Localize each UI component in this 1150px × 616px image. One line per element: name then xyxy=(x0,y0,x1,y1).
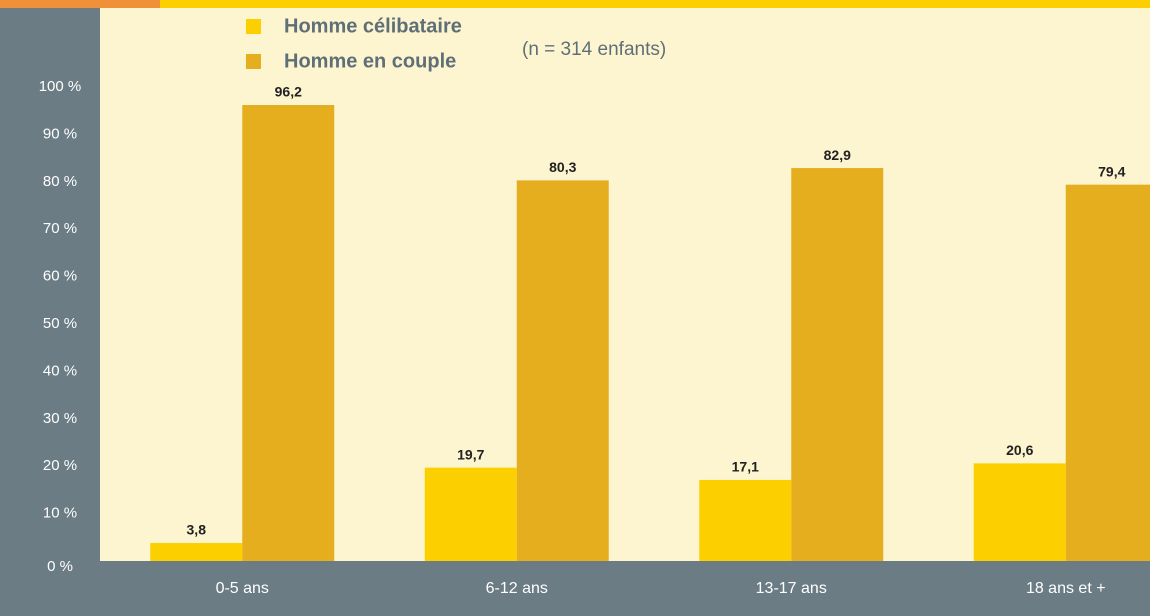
y-tick-label: 100 % xyxy=(39,78,82,95)
y-tick-label: 40 % xyxy=(43,362,77,379)
bottom-panel xyxy=(0,561,1150,616)
x-tick-label: 18 ans et + xyxy=(1026,580,1106,597)
legend-label: Homme célibataire xyxy=(284,15,462,37)
value-label: 79,4 xyxy=(1098,163,1125,179)
y-tick-label: 30 % xyxy=(43,410,77,427)
left-panel xyxy=(0,0,100,616)
value-label: 3,8 xyxy=(187,522,207,538)
value-label: 19,7 xyxy=(457,446,484,462)
top-strip-orange xyxy=(0,0,160,8)
bar xyxy=(516,180,609,562)
x-tick-label: 13-17 ans xyxy=(756,580,827,597)
y-tick-label: 90 % xyxy=(43,125,77,142)
x-tick-label: 0-5 ans xyxy=(216,580,269,597)
legend-swatch xyxy=(246,19,261,34)
legend-label: Homme en couple xyxy=(284,50,456,72)
value-label: 80,3 xyxy=(549,159,576,175)
y-tick-label: 20 % xyxy=(43,457,77,474)
subtitle: (n = 314 enfants) xyxy=(522,39,666,60)
bar xyxy=(699,479,792,561)
bar xyxy=(973,463,1066,561)
y-tick-label: 70 % xyxy=(43,220,77,237)
y-tick-label: 10 % xyxy=(43,505,77,522)
bar xyxy=(1065,184,1150,562)
y-tick-label: 50 % xyxy=(43,315,77,332)
y-tick-label: 0 % xyxy=(47,558,73,575)
legend-swatch xyxy=(246,54,261,69)
bar xyxy=(424,467,517,561)
bar xyxy=(150,542,243,561)
y-tick-label: 60 % xyxy=(43,268,77,285)
top-strip-yellow xyxy=(160,0,1150,8)
y-tick-label: 80 % xyxy=(43,173,77,190)
bar xyxy=(791,168,884,561)
value-label: 96,2 xyxy=(275,84,302,100)
bar xyxy=(242,105,335,562)
value-label: 17,1 xyxy=(732,459,759,475)
value-label: 82,9 xyxy=(824,147,851,163)
x-tick-label: 6-12 ans xyxy=(486,580,548,597)
value-label: 20,6 xyxy=(1006,442,1033,458)
